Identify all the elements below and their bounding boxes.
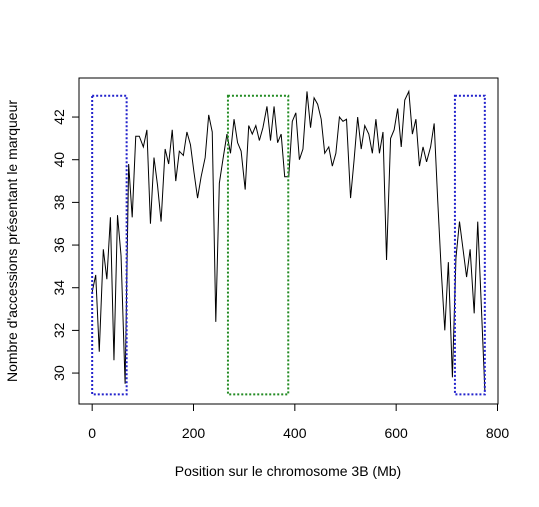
x-tick-label: 0 xyxy=(88,425,96,441)
x-tick-label: 400 xyxy=(283,425,307,441)
x-tick-label: 800 xyxy=(486,425,510,441)
y-tick-label: 42 xyxy=(51,109,67,125)
y-axis-label: Nombre d'accessions présentant le marque… xyxy=(4,100,20,382)
highlight-box xyxy=(453,94,486,396)
highlight-box xyxy=(226,94,290,396)
x-tick-label: 200 xyxy=(182,425,206,441)
highlight-box xyxy=(91,94,128,396)
y-tick-label: 34 xyxy=(51,280,67,296)
x-axis-label: Position sur le chromosome 3B (Mb) xyxy=(175,463,401,479)
y-tick-label: 38 xyxy=(51,194,67,210)
x-tick-label: 600 xyxy=(384,425,408,441)
y-tick-label: 36 xyxy=(51,237,67,253)
y-tick-label: 30 xyxy=(51,365,67,381)
y-tick-label: 32 xyxy=(51,322,67,338)
y-tick-label: 40 xyxy=(51,152,67,168)
